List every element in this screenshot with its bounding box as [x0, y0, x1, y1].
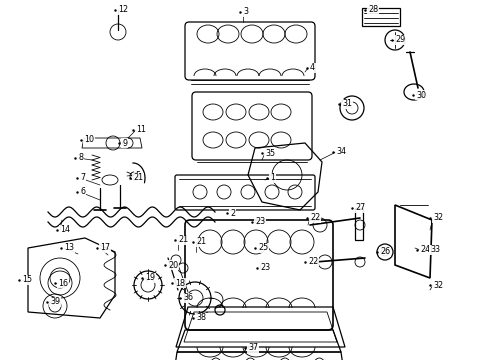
Text: 16: 16 [58, 279, 68, 288]
Text: 17: 17 [100, 243, 110, 252]
Text: 12: 12 [118, 5, 128, 14]
Text: 26: 26 [380, 248, 390, 256]
Bar [362, 8, 400, 26]
Text: 32: 32 [433, 280, 443, 289]
Text: 22: 22 [308, 257, 318, 266]
Text: 6: 6 [80, 188, 85, 197]
Text: 18: 18 [175, 279, 185, 288]
Text: 23: 23 [255, 217, 265, 226]
Text: 7: 7 [80, 174, 85, 183]
Text: 19: 19 [145, 274, 155, 283]
Text: 14: 14 [60, 225, 70, 234]
Text: 34: 34 [336, 148, 346, 157]
Text: 37: 37 [248, 343, 258, 352]
Text: 24: 24 [420, 246, 430, 255]
Text: 11: 11 [136, 126, 146, 135]
Text: 39: 39 [50, 297, 60, 306]
Text: 23: 23 [260, 264, 270, 273]
Text: 1: 1 [270, 174, 275, 183]
Text: 36: 36 [183, 293, 193, 302]
Text: 2: 2 [230, 208, 235, 217]
Text: 3: 3 [243, 8, 248, 17]
Text: 28: 28 [368, 5, 378, 14]
Text: 20: 20 [168, 261, 178, 270]
Text: 38: 38 [196, 314, 206, 323]
Text: 15: 15 [22, 275, 32, 284]
Text: 10: 10 [84, 135, 94, 144]
Text: 5: 5 [135, 171, 140, 180]
Bar [355, 208, 363, 240]
Text: 21: 21 [178, 235, 188, 244]
Text: 8: 8 [78, 153, 83, 162]
Text: 4: 4 [310, 63, 315, 72]
Text: 35: 35 [265, 148, 275, 158]
Text: 30: 30 [416, 90, 426, 99]
Text: 21: 21 [196, 238, 206, 247]
Text: 13: 13 [64, 243, 74, 252]
Text: 22: 22 [310, 213, 320, 222]
Text: 9: 9 [122, 139, 127, 148]
Text: 29: 29 [395, 36, 405, 45]
Text: 31: 31 [342, 99, 352, 108]
Text: 27: 27 [355, 203, 365, 212]
Text: 33: 33 [430, 246, 440, 255]
Text: 32: 32 [433, 213, 443, 222]
Text: 21: 21 [133, 174, 143, 183]
Text: 25: 25 [258, 243, 268, 252]
